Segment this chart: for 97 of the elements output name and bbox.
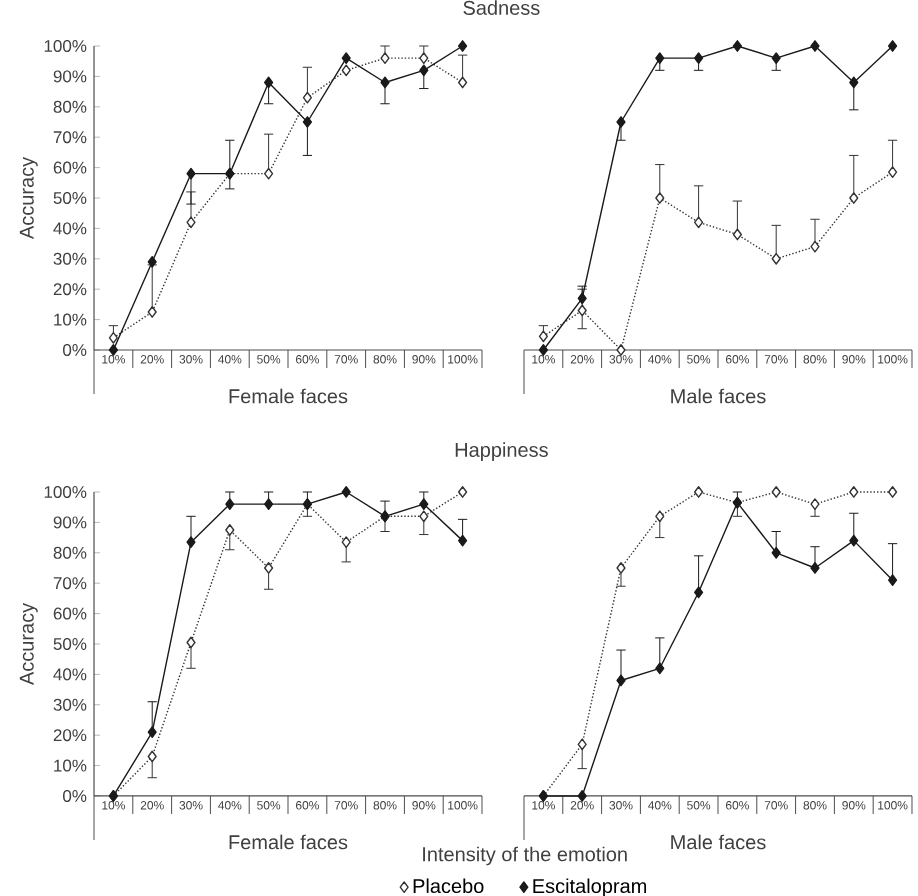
y-axis-title: Accuracy (19, 156, 38, 240)
point (577, 304, 587, 317)
point (616, 344, 626, 356)
point (458, 76, 468, 89)
point (887, 574, 898, 587)
point (186, 167, 196, 180)
point (887, 166, 898, 179)
point (771, 546, 781, 559)
point (108, 344, 119, 356)
point (693, 486, 704, 498)
y-tick-label: 20% (53, 729, 87, 742)
point (771, 52, 781, 65)
point (538, 344, 548, 356)
point (616, 674, 626, 687)
point (147, 750, 157, 763)
point (732, 228, 742, 241)
point (458, 486, 468, 498)
point (616, 562, 626, 574)
y-tick-label: 50% (53, 191, 87, 204)
point (458, 534, 468, 547)
x-axis-title: Female faces (229, 388, 348, 404)
point (732, 40, 742, 52)
y-tick-label: 40% (53, 222, 87, 235)
y-tick-label: 20% (53, 283, 87, 296)
y-tick-label: 10% (54, 759, 87, 772)
y-tick-label: 100% (44, 485, 87, 498)
y-tick-label: 90% (53, 70, 87, 83)
y-tick-label: 40% (53, 668, 87, 681)
chart-title: Happiness (455, 442, 548, 461)
point (694, 216, 704, 229)
y-tick-label: 80% (53, 100, 87, 113)
point (538, 330, 548, 343)
point (380, 76, 390, 89)
y-tick-label: 0% (63, 789, 87, 802)
point (186, 636, 196, 649)
point (147, 306, 157, 318)
point (771, 486, 781, 498)
point (810, 498, 820, 511)
point (655, 662, 665, 675)
point (264, 76, 274, 89)
y-tick-label: 50% (53, 637, 87, 650)
y-tick-label: 60% (53, 161, 87, 174)
point (341, 486, 351, 498)
point (849, 76, 859, 89)
legend-label: Placebo (413, 878, 484, 894)
point (264, 498, 274, 511)
point (810, 240, 820, 253)
y-tick-label: 100% (44, 40, 87, 53)
point (810, 562, 820, 574)
point (341, 64, 351, 77)
y-tick-label: 90% (53, 516, 87, 529)
point (693, 586, 704, 599)
point (419, 510, 429, 523)
y-tick-label: 30% (53, 698, 87, 711)
point (264, 167, 274, 180)
point (577, 738, 587, 751)
text: Intensity of the emotion (423, 846, 627, 866)
point (694, 52, 704, 65)
point (186, 536, 196, 549)
y-tick-label: 10% (54, 313, 87, 326)
point (186, 216, 196, 229)
point (380, 52, 390, 65)
point (225, 524, 235, 536)
point (264, 562, 274, 574)
point (419, 64, 429, 77)
point (887, 486, 898, 498)
point (147, 726, 157, 739)
point (849, 192, 859, 204)
point (771, 252, 781, 265)
x-axis-title: Male faces (671, 834, 766, 850)
y-tick-label: 30% (53, 252, 87, 265)
point (849, 486, 859, 498)
point (108, 331, 119, 344)
point (419, 52, 429, 65)
x-axis-title: Male faces (671, 388, 766, 404)
point (225, 498, 235, 511)
point (616, 116, 626, 128)
chart-title: Sadness (463, 0, 540, 15)
y-tick-label: 70% (53, 131, 87, 144)
point (655, 192, 665, 204)
point (302, 116, 313, 128)
y-axis-title: Accuracy (19, 602, 38, 686)
x-axis-title: Female faces (229, 834, 348, 850)
point (655, 52, 665, 65)
point (655, 510, 665, 523)
point (302, 91, 313, 104)
point (577, 790, 587, 802)
y-tick-label: 60% (53, 607, 87, 620)
y-tick-label: 0% (63, 343, 87, 356)
point (341, 52, 351, 65)
point (341, 536, 351, 549)
y-tick-label: 70% (53, 577, 87, 590)
point (887, 40, 898, 52)
y-tick-label: 80% (53, 546, 87, 559)
point (849, 534, 859, 547)
point (419, 498, 429, 511)
point (810, 40, 820, 52)
